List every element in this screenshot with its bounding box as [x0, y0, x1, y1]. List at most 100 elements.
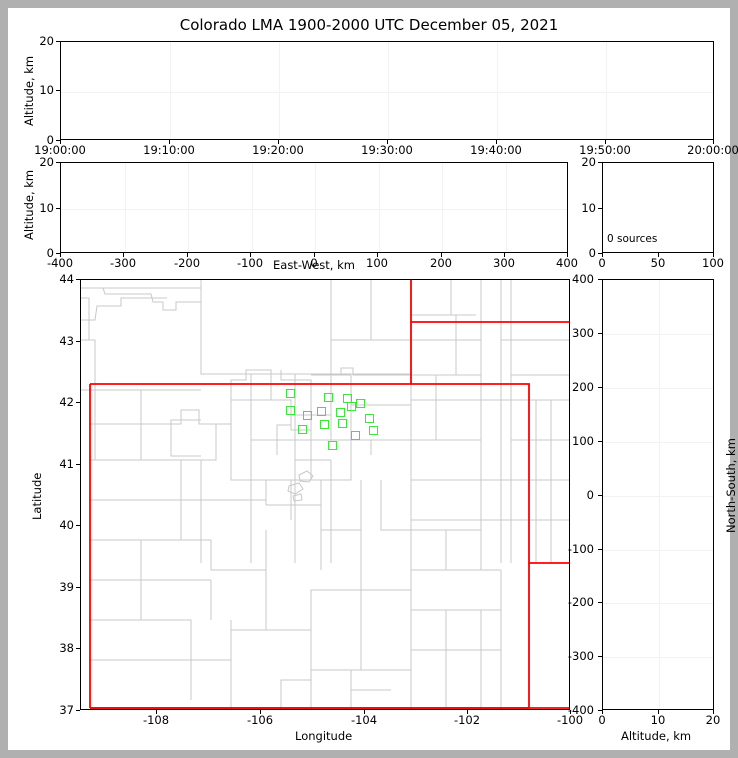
station-marker: [351, 431, 360, 440]
axis-label-altitude: Altitude, km: [621, 729, 692, 743]
axis-label-north-south: North-South, km: [724, 438, 738, 533]
gridline: [188, 163, 189, 252]
station-marker: [303, 411, 312, 420]
east-west-vs-altitude-axes[interactable]: [60, 162, 568, 253]
gridline: [603, 334, 713, 335]
tick-label: 39: [59, 580, 74, 594]
tick-label: -108: [142, 713, 170, 727]
tick-label: 0: [598, 256, 606, 270]
gridline: [315, 163, 316, 252]
tick-label: 19:40:00: [470, 143, 522, 157]
tick-label: -300: [567, 649, 594, 663]
tick-label: 43: [59, 334, 74, 348]
tick-label: 20: [705, 713, 721, 727]
axis-label-longitude: Longitude: [295, 729, 353, 743]
gridline: [388, 42, 389, 139]
altitude-vs-north-south-axes[interactable]: [602, 279, 714, 710]
tick-label: -400: [46, 256, 74, 270]
axis-label-altitude: Altitude, km: [22, 169, 36, 240]
axis-label-latitude: Latitude: [30, 472, 44, 520]
tick-label: 0: [588, 246, 596, 260]
tick-label: 10: [39, 83, 54, 97]
tick-label: 0: [46, 133, 54, 147]
tick-label: 10: [39, 201, 54, 215]
station-marker: [336, 408, 345, 417]
axis-label-east-west: East-West, km: [273, 258, 355, 272]
gridline: [603, 496, 713, 497]
gridline: [603, 657, 713, 658]
tick-label: 20:00:00: [687, 143, 738, 157]
station-marker: [324, 393, 333, 402]
gridline: [124, 163, 126, 252]
gridline: [442, 163, 443, 252]
tick-label: 300: [493, 256, 515, 270]
source-count-histogram-axes[interactable]: 0 sources: [602, 162, 714, 253]
tick-label: 200: [572, 380, 594, 394]
station-marker: [369, 426, 378, 435]
tick-label: 19:20:00: [252, 143, 304, 157]
tick-label: 50: [650, 256, 666, 270]
gridline: [603, 603, 713, 604]
figure-canvas: Colorado LMA 1900-2000 UTC December 05, …: [8, 8, 738, 750]
station-marker: [298, 425, 307, 434]
tick-label: 10: [650, 713, 666, 727]
gridline: [279, 42, 280, 139]
tick-label: 100: [572, 434, 594, 448]
gridline: [497, 42, 498, 139]
map-geography: [81, 280, 569, 709]
tick-label: 41: [59, 457, 74, 471]
tick-label: -102: [453, 713, 481, 727]
axis-label-altitude: Altitude, km: [22, 55, 36, 126]
tick-label: 0: [310, 256, 318, 270]
tick-label: 20: [39, 155, 54, 169]
tick-label: 100: [702, 256, 724, 270]
tick-label: 300: [572, 326, 594, 340]
gridline: [659, 280, 660, 709]
gridline: [170, 42, 171, 139]
tick-label: 0: [46, 246, 54, 260]
tick-label: -104: [350, 713, 378, 727]
station-marker: [286, 406, 295, 415]
source-count-annotation: 0 sources: [607, 233, 658, 245]
gridline: [603, 388, 713, 389]
tick-label: 38: [59, 641, 74, 655]
tick-label: -200: [173, 256, 201, 270]
plan-view-map-axes[interactable]: [80, 279, 570, 710]
tick-label: -106: [246, 713, 274, 727]
tick-label: 42: [59, 395, 74, 409]
tick-label: 37: [59, 703, 74, 717]
tick-label: 100: [366, 256, 388, 270]
gridline: [603, 442, 713, 443]
tick-label: -400: [567, 703, 594, 717]
gridline: [378, 163, 380, 252]
tick-label: -100: [556, 713, 584, 727]
tick-label: 10: [581, 201, 596, 215]
tick-label: 44: [59, 272, 74, 286]
station-marker: [328, 441, 337, 450]
gridline: [606, 42, 607, 139]
tick-label: 40: [59, 518, 74, 532]
tick-label: -200: [567, 595, 594, 609]
tick-label: -300: [109, 256, 137, 270]
tick-label: 19:10:00: [143, 143, 195, 157]
tick-label: 20: [39, 34, 54, 48]
gridline: [61, 92, 713, 93]
tick-label: 19:30:00: [361, 143, 413, 157]
tick-label: 200: [430, 256, 452, 270]
tick-label: 19:00:00: [34, 143, 86, 157]
tick-label: 0: [586, 488, 594, 502]
gridline: [251, 163, 253, 252]
time-vs-altitude-axes[interactable]: [60, 41, 714, 140]
gridline: [505, 163, 507, 252]
station-marker: [320, 420, 329, 429]
station-marker: [338, 419, 347, 428]
page-title: Colorado LMA 1900-2000 UTC December 05, …: [179, 16, 559, 34]
tick-label: 19:50:00: [579, 143, 631, 157]
tick-label: 20: [581, 155, 596, 169]
gridline: [61, 209, 567, 210]
station-marker: [286, 389, 295, 398]
tick-label: 400: [556, 256, 578, 270]
tick-label: 0: [598, 713, 606, 727]
tick-label: -100: [236, 256, 264, 270]
tick-label: -100: [567, 542, 594, 556]
